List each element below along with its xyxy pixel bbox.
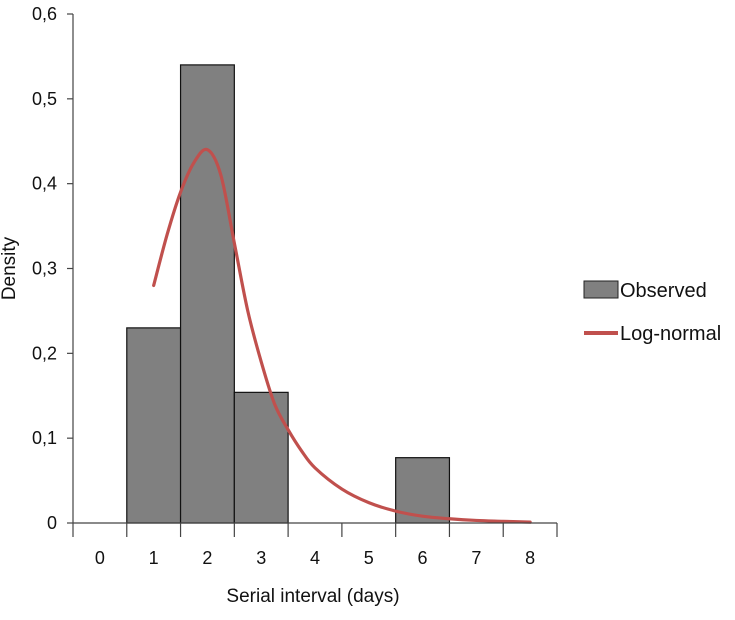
x-tick-label: 0 [95, 548, 105, 568]
x-tick-label: 1 [149, 548, 159, 568]
bar-observed-3 [233, 391, 289, 524]
y-tick-label: 0,6 [32, 4, 57, 24]
y-tick-label: 0,1 [32, 428, 57, 448]
y-tick-label: 0,3 [32, 259, 57, 279]
y-axis-title: Density [0, 236, 20, 300]
y-tick-label: 0,2 [32, 343, 57, 363]
x-ticks: 0 1 2 3 4 5 6 7 8 [72, 523, 558, 568]
curve-layer [152, 147, 532, 524]
legend-label-observed: Observed [620, 280, 707, 302]
x-tick-label: 5 [364, 548, 374, 568]
legend-label-lognormal: Log-normal [620, 323, 721, 345]
y-tick-label: 0,5 [32, 89, 57, 109]
y-tick-label: 0 [47, 513, 57, 533]
x-tick-label: 7 [471, 548, 481, 568]
x-tick-label: 8 [525, 548, 535, 568]
bars-layer [126, 64, 451, 524]
bar-observed-1 [126, 327, 182, 524]
bar-observed-2 [179, 64, 235, 524]
x-tick-label: 4 [310, 548, 320, 568]
x-axis-title: Serial interval (days) [226, 586, 399, 607]
legend-swatch-observed [583, 280, 619, 299]
x-tick-label: 2 [202, 548, 212, 568]
x-tick-label: 3 [256, 548, 266, 568]
legend: Observed Log-normal [583, 280, 721, 345]
y-ticks: 0 0,1 0,2 0,3 0,4 0,5 0,6 [32, 4, 73, 533]
line-lognormal [152, 147, 532, 524]
x-tick-label: 6 [418, 548, 428, 568]
y-tick-label: 0,4 [32, 174, 57, 194]
